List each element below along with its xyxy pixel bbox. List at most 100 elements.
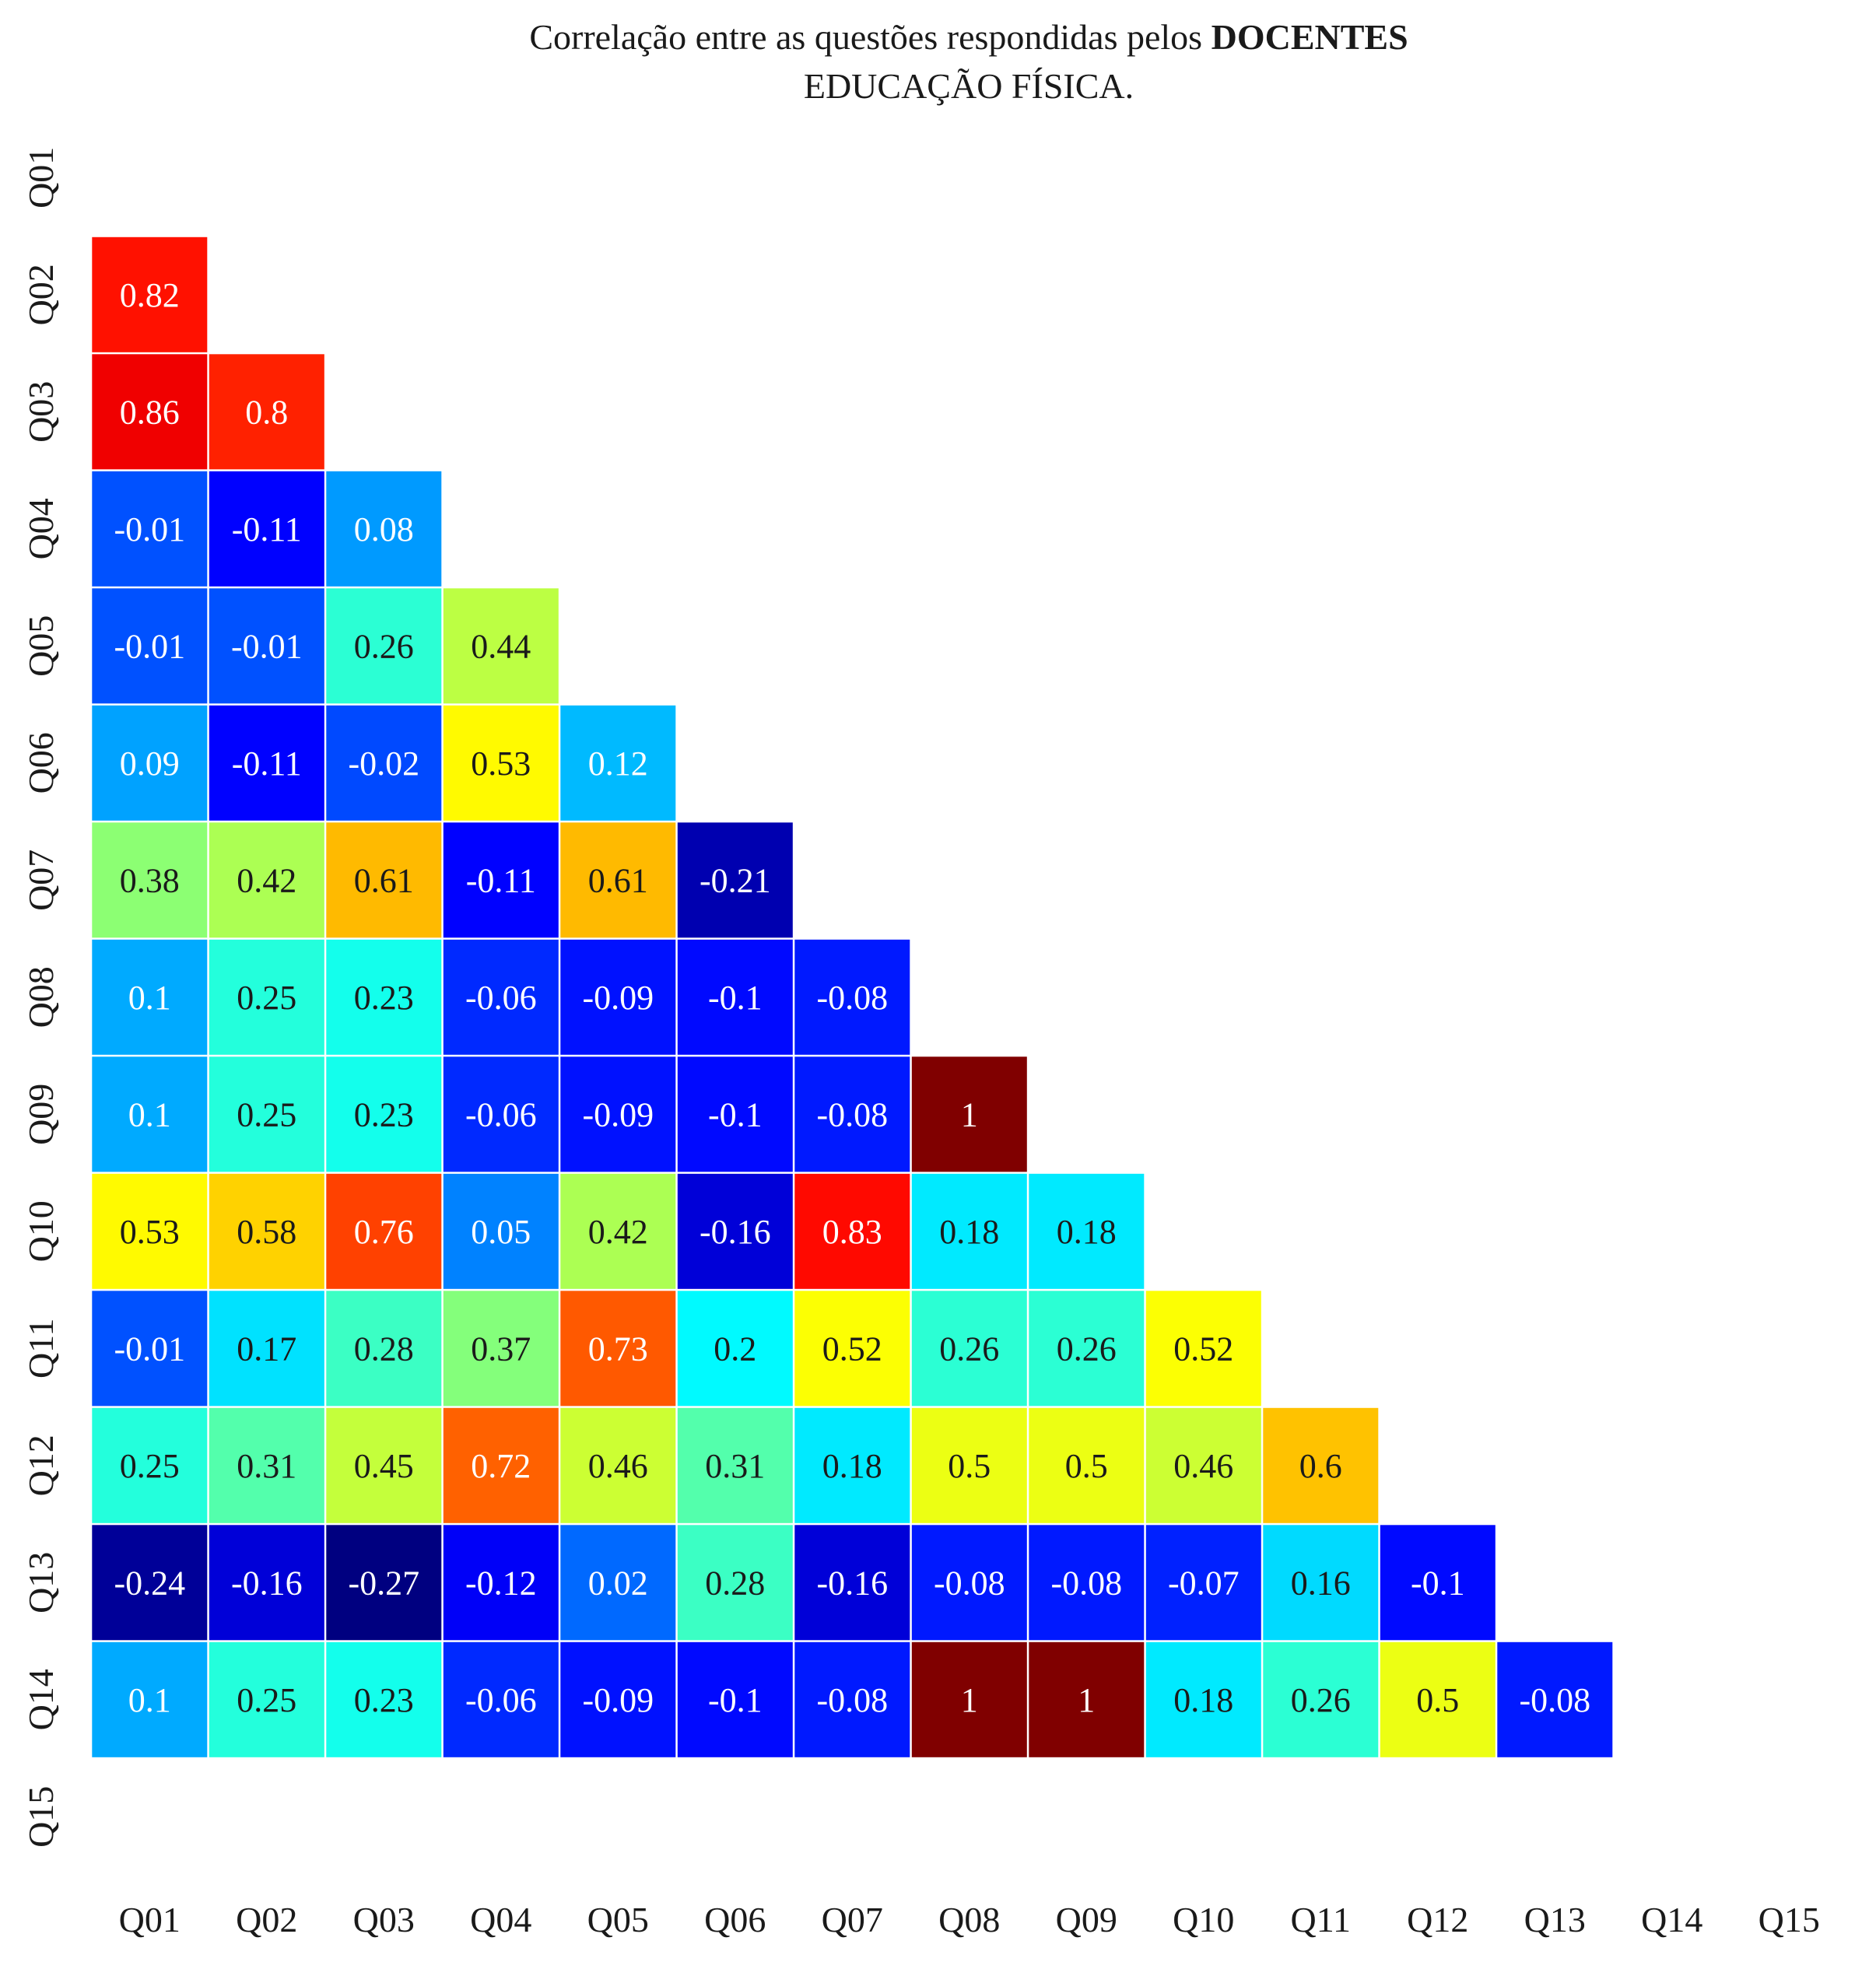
heatmap-cell-Q13-Q12 (1380, 1525, 1496, 1641)
heatmap-cell-Q14-Q07 (794, 1641, 910, 1757)
heatmap-cell-label-Q10-Q09: 0.18 (1057, 1213, 1117, 1251)
heatmap-cell-label-Q08-Q07: -0.08 (816, 979, 888, 1017)
heatmap-cell-Q12-Q09 (1029, 1407, 1145, 1523)
heatmap-cell-Q08-Q04 (443, 939, 559, 1055)
heatmap-cell-label-Q13-Q06: 0.28 (705, 1564, 765, 1602)
heatmap-cell-Q13-Q06 (677, 1525, 793, 1641)
heatmap-cell-Q14-Q12 (1380, 1641, 1496, 1757)
heatmap-cell-label-Q11-Q04: 0.37 (471, 1330, 531, 1368)
heatmap-cell-label-Q09-Q01: 0.1 (128, 1095, 171, 1133)
heatmap-cell-label-Q09-Q05: -0.09 (582, 1095, 654, 1133)
heatmap-cell-Q11-Q03 (326, 1291, 442, 1407)
heatmap-cell-Q08-Q07 (794, 939, 910, 1055)
heatmap-cell-label-Q14-Q07: -0.08 (816, 1681, 888, 1719)
x-tick-label-Q02: Q02 (236, 1900, 297, 1939)
heatmap-cell-label-Q10-Q07: 0.83 (822, 1213, 882, 1251)
heatmap-cell-Q14-Q08 (911, 1641, 1027, 1757)
heatmap-cell-label-Q10-Q03: 0.76 (354, 1213, 414, 1251)
y-tick-label-Q03: Q03 (21, 381, 61, 443)
x-tick-label-Q09: Q09 (1056, 1900, 1117, 1939)
heatmap-cell-Q11-Q01 (92, 1291, 208, 1407)
heatmap-cell-Q09-Q06 (677, 1056, 793, 1172)
heatmap-cell-label-Q05-Q04: 0.44 (471, 627, 531, 665)
heatmap-cell-Q06-Q02 (209, 705, 324, 821)
heatmap-cell-Q07-Q06 (677, 822, 793, 938)
heatmap-cell-Q14-Q04 (443, 1641, 559, 1757)
heatmap-cell-label-Q09-Q02: 0.25 (237, 1095, 296, 1133)
heatmap-cell-label-Q11-Q08: 0.26 (939, 1330, 999, 1368)
heatmap-cell-label-Q13-Q12: -0.1 (1411, 1564, 1465, 1602)
heatmap-cell-Q14-Q13 (1497, 1641, 1613, 1757)
heatmap-cell-label-Q12-Q04: 0.72 (471, 1447, 531, 1485)
heatmap-cell-Q10-Q01 (92, 1173, 208, 1289)
heatmap-cell-Q10-Q02 (209, 1173, 324, 1289)
heatmap-cell-Q14-Q10 (1145, 1641, 1261, 1757)
y-tick-label-Q06: Q06 (21, 732, 61, 794)
y-tick-label-Q14: Q14 (21, 1669, 61, 1730)
heatmap-cell-Q13-Q09 (1029, 1525, 1145, 1641)
heatmap-cell-label-Q06-Q02: -0.11 (232, 745, 302, 783)
heatmap-cell-Q13-Q10 (1145, 1525, 1261, 1641)
heatmap-cell-Q06-Q01 (92, 705, 208, 821)
heatmap-cell-label-Q08-Q04: -0.06 (465, 979, 537, 1017)
heatmap-cell-label-Q09-Q04: -0.06 (465, 1095, 537, 1133)
heatmap-cell-Q10-Q07 (794, 1173, 910, 1289)
heatmap-cell-label-Q14-Q08: 1 (961, 1681, 978, 1719)
heatmap-cell-label-Q14-Q09: 1 (1078, 1681, 1095, 1719)
heatmap-cell-Q13-Q07 (794, 1525, 910, 1641)
heatmap-cell-label-Q08-Q05: -0.09 (582, 979, 654, 1017)
heatmap-cell-Q03-Q01 (92, 354, 208, 470)
x-tick-label-Q07: Q07 (822, 1900, 883, 1939)
heatmap-cell-label-Q14-Q11: 0.26 (1291, 1681, 1351, 1719)
x-tick-label-Q06: Q06 (704, 1900, 766, 1939)
heatmap-cell-label-Q12-Q11: 0.6 (1299, 1447, 1342, 1485)
heatmap-cell-label-Q13-Q11: 0.16 (1291, 1564, 1351, 1602)
x-tick-label-Q14: Q14 (1641, 1900, 1702, 1939)
heatmap-cell-Q05-Q03 (326, 588, 442, 704)
heatmap-cell-label-Q12-Q01: 0.25 (120, 1447, 180, 1485)
x-tick-label-Q01: Q01 (119, 1900, 181, 1939)
heatmap-cell-label-Q07-Q05: 0.61 (588, 861, 648, 899)
heatmap-cell-label-Q10-Q05: 0.42 (588, 1213, 648, 1251)
heatmap-cell-Q06-Q03 (326, 705, 442, 821)
heatmap-cell-label-Q13-Q09: -0.08 (1050, 1564, 1122, 1602)
heatmap-cell-Q13-Q11 (1263, 1525, 1379, 1641)
heatmap-cell-Q09-Q03 (326, 1056, 442, 1172)
heatmap-cell-label-Q07-Q01: 0.38 (120, 861, 180, 899)
chart-title-bold: DOCENTES (1212, 17, 1408, 57)
heatmap-cell-Q14-Q02 (209, 1641, 324, 1757)
x-tick-label-Q08: Q08 (938, 1900, 1000, 1939)
heatmap-cell-Q10-Q09 (1029, 1173, 1145, 1289)
heatmap-cell-Q07-Q04 (443, 822, 559, 938)
y-tick-label-Q04: Q04 (21, 498, 61, 559)
heatmap-cell-Q10-Q05 (560, 1173, 676, 1289)
heatmap-cell-Q08-Q02 (209, 939, 324, 1055)
heatmap-cell-label-Q14-Q02: 0.25 (237, 1681, 296, 1719)
heatmap-cell-label-Q14-Q03: 0.23 (354, 1681, 414, 1719)
heatmap-cell-label-Q11-Q07: 0.52 (822, 1330, 882, 1368)
heatmap-cell-Q04-Q03 (326, 471, 442, 587)
y-tick-label-Q12: Q12 (21, 1435, 61, 1496)
heatmap-cell-Q14-Q01 (92, 1641, 208, 1757)
heatmap-cell-Q12-Q08 (911, 1407, 1027, 1523)
heatmap-cell-label-Q10-Q02: 0.58 (237, 1213, 296, 1251)
x-tick-label-Q05: Q05 (587, 1900, 649, 1939)
heatmap-cell-label-Q04-Q02: -0.11 (232, 510, 302, 548)
heatmap-cell-Q02-Q01 (92, 236, 208, 352)
heatmap-cell-Q11-Q04 (443, 1291, 559, 1407)
heatmap-cell-Q05-Q01 (92, 588, 208, 704)
chart-subtitle: EDUCAÇÃO FÍSICA. (804, 66, 1134, 106)
heatmap-cell-label-Q14-Q12: 0.5 (1416, 1681, 1459, 1719)
heatmap-cell-label-Q13-Q10: -0.07 (1168, 1564, 1240, 1602)
heatmap-cell-Q07-Q03 (326, 822, 442, 938)
heatmap-cell-Q14-Q11 (1263, 1641, 1379, 1757)
heatmap-cell-Q13-Q02 (209, 1525, 324, 1641)
y-tick-label-Q01: Q01 (21, 147, 61, 208)
heatmap-cell-label-Q11-Q03: 0.28 (354, 1330, 414, 1368)
heatmap-cell-label-Q07-Q03: 0.61 (354, 861, 414, 899)
heatmap-cell-Q11-Q10 (1145, 1291, 1261, 1407)
heatmap-cell-label-Q12-Q02: 0.31 (237, 1447, 296, 1485)
heatmap-cell-label-Q11-Q01: -0.01 (114, 1330, 185, 1368)
heatmap-cell-Q05-Q02 (209, 588, 324, 704)
heatmap-cell-label-Q07-Q02: 0.42 (237, 861, 296, 899)
